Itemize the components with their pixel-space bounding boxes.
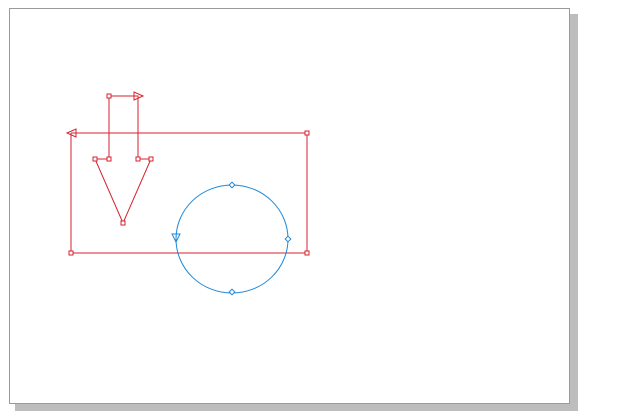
ellipse-shape[interactable] bbox=[171, 181, 292, 296]
arrow-node-handle[interactable] bbox=[148, 156, 154, 162]
rectangle-node-handle[interactable] bbox=[68, 250, 74, 256]
arrow-node-handle[interactable] bbox=[92, 156, 98, 162]
arrow-node-handle[interactable] bbox=[106, 156, 112, 162]
rectangle-start-arrow-icon bbox=[65, 128, 77, 138]
drawing-page[interactable] bbox=[9, 8, 570, 404]
rectangle-path[interactable] bbox=[70, 132, 308, 254]
down-arrow-path[interactable] bbox=[94, 95, 152, 225]
arrow-node-handle[interactable] bbox=[120, 220, 126, 226]
ellipse-direction-icon bbox=[171, 233, 181, 244]
rectangle-shape[interactable] bbox=[65, 128, 310, 256]
ellipse-node-handle[interactable] bbox=[228, 288, 236, 296]
ellipse-path[interactable] bbox=[175, 184, 289, 294]
ellipse-node-handle[interactable] bbox=[284, 235, 292, 243]
ellipse-node-handle[interactable] bbox=[228, 181, 236, 189]
rectangle-node-handle[interactable] bbox=[304, 250, 310, 256]
down-arrow-direction-icon bbox=[133, 91, 145, 101]
arrow-node-handle[interactable] bbox=[106, 93, 112, 99]
arrow-node-handle[interactable] bbox=[135, 156, 141, 162]
rectangle-node-handle[interactable] bbox=[304, 130, 310, 136]
down-arrow-shape[interactable] bbox=[92, 91, 154, 226]
